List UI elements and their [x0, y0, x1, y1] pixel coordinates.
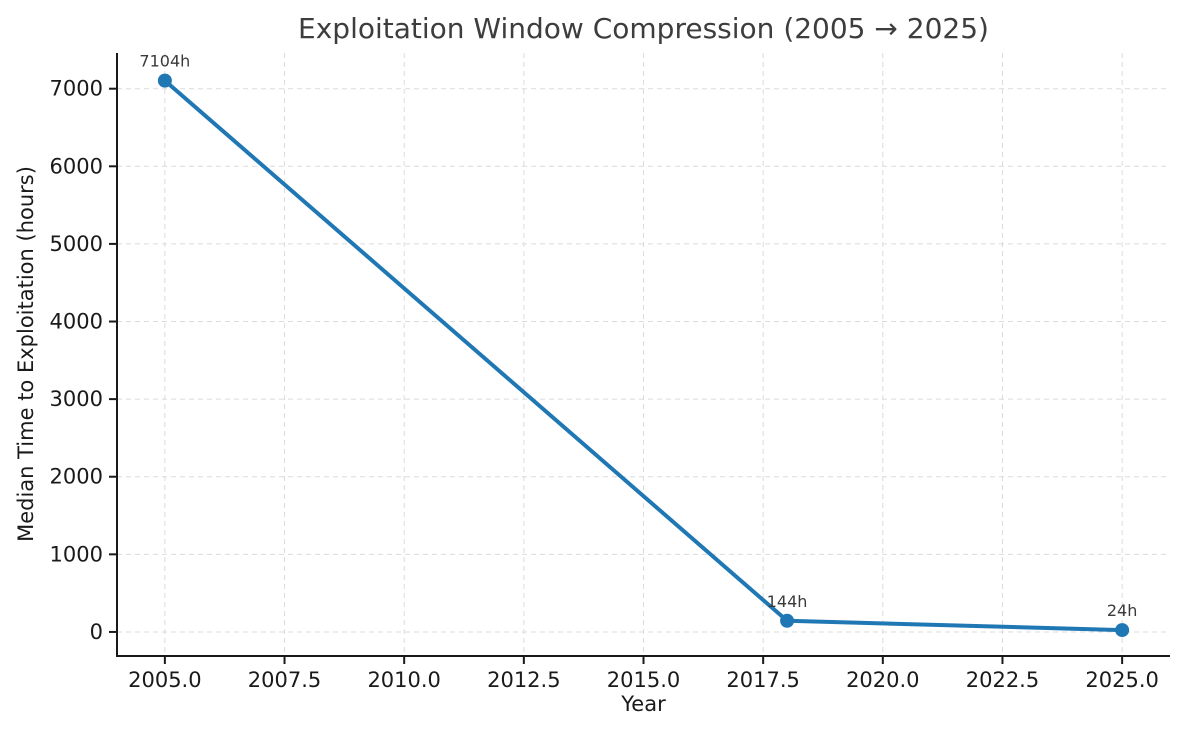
x-tick-label: 2005.0 — [128, 668, 201, 692]
x-tick-label: 2007.5 — [248, 668, 321, 692]
x-tick-label: 2017.5 — [726, 668, 799, 692]
data-point — [780, 613, 795, 628]
x-tick-label: 2015.0 — [607, 668, 680, 692]
y-tick-label: 3000 — [50, 387, 103, 411]
data-point-label: 24h — [1107, 601, 1138, 620]
y-axis-label: Median Time to Exploitation (hours) — [14, 166, 38, 542]
y-tick-label: 1000 — [50, 542, 103, 566]
x-axis-label: Year — [621, 692, 666, 716]
y-tick-label: 6000 — [50, 154, 103, 178]
x-tick-label: 2022.5 — [966, 668, 1039, 692]
x-tick-label: 2012.5 — [487, 668, 560, 692]
x-tick-label: 2025.0 — [1085, 668, 1158, 692]
x-tick-label: 2020.0 — [846, 668, 919, 692]
data-point — [157, 73, 172, 88]
chart-title: Exploitation Window Compression (2005 → … — [298, 12, 989, 45]
y-tick-label: 5000 — [50, 232, 103, 256]
data-point-label: 7104h — [139, 52, 190, 71]
y-tick-label: 7000 — [50, 77, 103, 101]
y-tick-label: 0 — [90, 620, 103, 644]
y-tick-label: 2000 — [50, 465, 103, 489]
x-tick-label: 2010.0 — [367, 668, 440, 692]
data-point — [1115, 623, 1130, 638]
y-tick-label: 4000 — [50, 310, 103, 334]
data-point-label: 144h — [767, 592, 808, 611]
